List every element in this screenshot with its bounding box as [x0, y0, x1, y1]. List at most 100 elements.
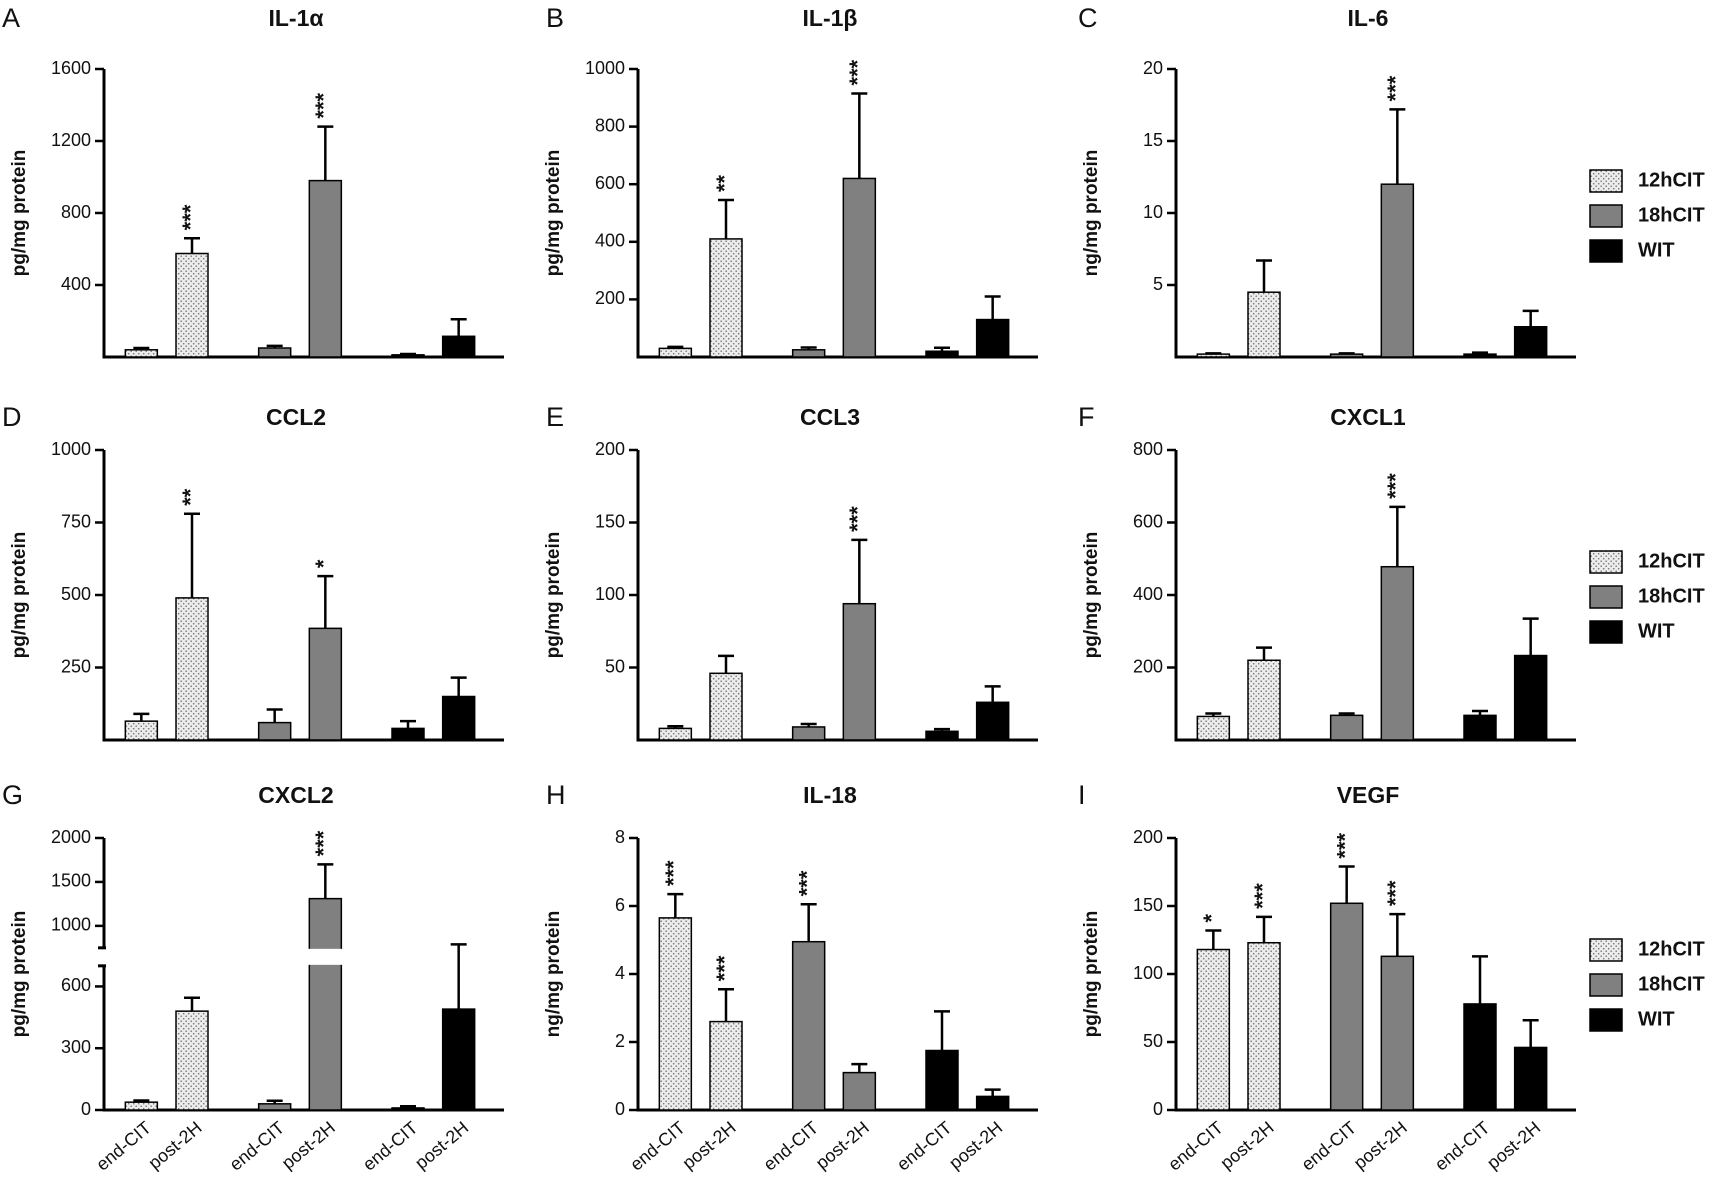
legend-swatch — [1589, 1008, 1623, 1032]
significance: *** — [712, 955, 737, 981]
bar — [124, 1101, 159, 1111]
legend-swatch — [1589, 973, 1623, 997]
panel-letter: C — [1078, 3, 1098, 33]
significance: *** — [1250, 883, 1275, 909]
y-tick-label: 1000 — [585, 58, 625, 78]
chart-title: CXCL2 — [258, 782, 333, 808]
significance: *** — [178, 204, 203, 230]
y-tick-label: 250 — [61, 656, 91, 676]
significance: *** — [311, 830, 336, 856]
error-bar — [1389, 108, 1406, 185]
chart-title: IL-18 — [803, 782, 857, 808]
legend-label: WIT — [1638, 1008, 1675, 1030]
bar — [1513, 1046, 1548, 1111]
legend-label: 18hCIT — [1638, 585, 1705, 607]
bar — [175, 252, 209, 358]
y-tick-label: 800 — [595, 115, 625, 135]
error-bar — [184, 236, 200, 254]
bar — [842, 177, 877, 358]
error-bar — [1256, 259, 1272, 293]
panel: G CXCL2 pg/mg protein 0 300 600 1000 1500 2000 en… — [2, 780, 504, 1175]
panel-letter: D — [2, 402, 22, 432]
chart-title: CCL2 — [266, 404, 326, 430]
y-tick-label: 1000 — [51, 439, 91, 459]
error-bar — [317, 863, 334, 899]
x-tick-label: post-2H — [812, 1117, 873, 1173]
bar — [1380, 565, 1415, 741]
bar — [1196, 715, 1231, 741]
error-bar — [851, 538, 868, 604]
error-bar — [1522, 1018, 1539, 1048]
y-tick-label: 750 — [61, 511, 91, 531]
error-bar — [851, 92, 868, 179]
significance: *** — [845, 506, 870, 532]
error-bar — [1472, 955, 1488, 1004]
error-bar — [1389, 912, 1406, 957]
panel: E CCL3 pg/mg protein 50 100 150 200 *** — [543, 402, 1038, 742]
significance: * — [311, 559, 336, 568]
y-tick-label: 100 — [1133, 963, 1163, 983]
y-tick-label: 150 — [595, 511, 625, 531]
error-bar — [317, 125, 334, 181]
break-gap — [307, 948, 344, 965]
bar — [709, 672, 743, 741]
significance: *** — [311, 92, 336, 118]
x-tick-label: post-2H — [411, 1117, 472, 1173]
y-tick-label: 100 — [595, 584, 625, 604]
y-tick-label: 200 — [1133, 827, 1163, 847]
bar — [175, 597, 209, 741]
panel-letter: B — [546, 3, 564, 33]
y-tick-label: 1600 — [51, 58, 91, 78]
x-tick-label: end-CIT — [226, 1117, 289, 1174]
y-tick-label: 2 — [615, 1031, 625, 1051]
legend-label: 12hCIT — [1638, 550, 1705, 572]
panel-letter: G — [2, 780, 23, 810]
bar — [441, 1008, 476, 1111]
error-bar — [1338, 865, 1355, 904]
legend-label: 12hCIT — [1638, 938, 1705, 960]
y-tick-label: 1000 — [51, 915, 91, 935]
bar — [975, 1095, 1010, 1111]
panel: H IL-18 ng/mg protein 0 2 4 6 8 *** end-CIT *** pos… — [543, 780, 1038, 1175]
chart-title: CCL3 — [800, 404, 860, 430]
x-tick-label: end-CIT — [893, 1117, 956, 1174]
bar — [441, 695, 476, 741]
bar — [257, 1103, 292, 1111]
error-bar — [450, 317, 467, 337]
panel: I VEGF pg/mg protein 0 50 100 150 200 * end-CIT **… — [1078, 780, 1705, 1174]
y-tick-label: 0 — [1153, 1099, 1163, 1119]
bar — [1247, 659, 1281, 741]
significance: ** — [178, 488, 203, 506]
y-tick-label: 600 — [1133, 511, 1163, 531]
error-bar — [184, 996, 200, 1012]
error-bar — [1522, 309, 1539, 327]
y-tick-label: 200 — [595, 439, 625, 459]
panel-letter: A — [2, 3, 20, 33]
legend-swatch — [1589, 620, 1623, 644]
legend-label: WIT — [1638, 620, 1675, 642]
legend-label: 18hCIT — [1638, 973, 1705, 995]
error-bar — [266, 708, 283, 723]
panel: A IL-1α pg/mg protein 400 800 1200 1600 *** *** — [2, 3, 504, 359]
bar — [124, 349, 159, 358]
error-bar — [133, 712, 150, 722]
bar — [308, 627, 343, 741]
x-tick-label: end-CIT — [1164, 1117, 1227, 1174]
error-bar — [718, 198, 734, 239]
bar — [1329, 714, 1364, 741]
bar — [842, 1071, 877, 1111]
error-bar — [184, 512, 200, 598]
bar — [658, 727, 693, 741]
bar — [925, 730, 959, 741]
x-tick-label: post-2H — [278, 1117, 339, 1173]
error-bar — [1522, 617, 1539, 656]
error-bar — [984, 1088, 1001, 1097]
significance: *** — [845, 59, 870, 85]
y-axis-label: pg/mg protein — [543, 532, 564, 659]
bar — [1513, 326, 1548, 358]
y-axis-label: pg/mg protein — [9, 911, 30, 1038]
bar — [391, 727, 425, 741]
bar — [925, 1049, 959, 1111]
